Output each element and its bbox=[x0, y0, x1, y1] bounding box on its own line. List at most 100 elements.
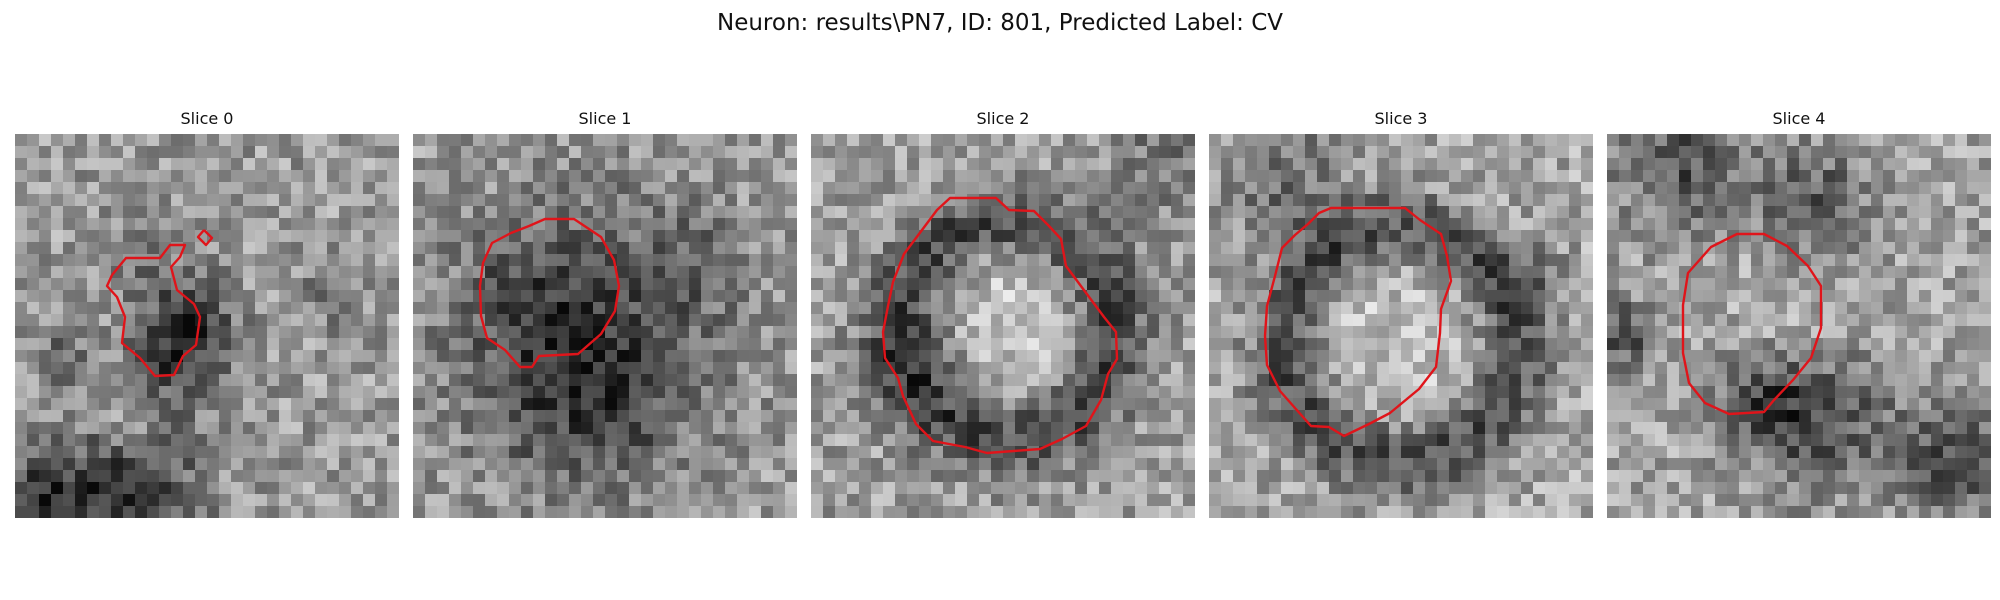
image-pixel bbox=[509, 266, 522, 279]
image-pixel bbox=[1979, 374, 1991, 387]
image-pixel bbox=[689, 446, 702, 459]
image-pixel bbox=[1955, 398, 1968, 411]
image-pixel bbox=[1703, 170, 1716, 183]
image-pixel bbox=[1461, 146, 1474, 159]
image-pixel bbox=[375, 338, 388, 351]
image-pixel bbox=[871, 410, 884, 423]
image-pixel bbox=[653, 266, 666, 279]
image-pixel bbox=[1389, 506, 1402, 518]
image-pixel bbox=[183, 410, 196, 423]
image-pixel bbox=[1063, 230, 1076, 243]
image-pixel bbox=[425, 506, 438, 518]
image-pixel bbox=[1751, 326, 1764, 339]
image-pixel bbox=[1003, 506, 1016, 518]
image-pixel bbox=[171, 218, 184, 231]
image-pixel bbox=[1871, 242, 1884, 255]
image-pixel bbox=[315, 494, 328, 507]
image-pixel bbox=[63, 326, 76, 339]
image-pixel bbox=[39, 446, 52, 459]
image-pixel bbox=[545, 290, 558, 303]
image-pixel bbox=[485, 362, 498, 375]
image-pixel bbox=[75, 134, 88, 147]
image-pixel bbox=[413, 410, 426, 423]
image-pixel bbox=[557, 134, 570, 147]
image-pixel bbox=[1967, 158, 1980, 171]
image-pixel bbox=[315, 410, 328, 423]
image-pixel bbox=[1521, 146, 1534, 159]
image-pixel bbox=[665, 314, 678, 327]
image-pixel bbox=[1607, 458, 1620, 471]
image-pixel bbox=[895, 326, 908, 339]
image-pixel bbox=[991, 410, 1004, 423]
image-pixel bbox=[1931, 278, 1944, 291]
image-pixel bbox=[653, 194, 666, 207]
image-pixel bbox=[521, 458, 534, 471]
image-pixel bbox=[1715, 170, 1728, 183]
image-pixel bbox=[87, 362, 100, 375]
image-pixel bbox=[1667, 266, 1680, 279]
image-pixel bbox=[1449, 134, 1462, 147]
image-pixel bbox=[907, 182, 920, 195]
image-pixel bbox=[1533, 290, 1546, 303]
image-pixel bbox=[1871, 158, 1884, 171]
image-pixel bbox=[677, 410, 690, 423]
image-pixel bbox=[1859, 146, 1872, 159]
image-pixel bbox=[183, 470, 196, 483]
image-pixel bbox=[871, 158, 884, 171]
image-pixel bbox=[1087, 278, 1100, 291]
image-pixel bbox=[521, 290, 534, 303]
image-pixel bbox=[1425, 266, 1438, 279]
image-pixel bbox=[279, 410, 292, 423]
image-pixel bbox=[219, 398, 232, 411]
image-pixel bbox=[943, 254, 956, 267]
image-pixel bbox=[737, 242, 750, 255]
image-pixel bbox=[1389, 326, 1402, 339]
image-pixel bbox=[593, 350, 606, 363]
image-pixel bbox=[1895, 434, 1908, 447]
image-pixel bbox=[485, 506, 498, 518]
image-pixel bbox=[1171, 206, 1184, 219]
image-pixel bbox=[87, 134, 100, 147]
image-pixel bbox=[859, 374, 872, 387]
image-pixel bbox=[1979, 230, 1991, 243]
image-pixel bbox=[955, 350, 968, 363]
image-pixel bbox=[1847, 278, 1860, 291]
image-pixel bbox=[1221, 242, 1234, 255]
image-pixel bbox=[1437, 350, 1450, 363]
image-pixel bbox=[1233, 506, 1246, 518]
image-pixel bbox=[1509, 134, 1522, 147]
image-pixel bbox=[1607, 170, 1620, 183]
image-pixel bbox=[1341, 374, 1354, 387]
image-pixel bbox=[955, 182, 968, 195]
image-pixel bbox=[1449, 410, 1462, 423]
image-pixel bbox=[991, 482, 1004, 495]
image-pixel bbox=[1871, 170, 1884, 183]
image-pixel bbox=[123, 410, 136, 423]
image-pixel bbox=[123, 302, 136, 315]
image-pixel bbox=[1209, 278, 1222, 291]
image-pixel bbox=[557, 218, 570, 231]
image-pixel bbox=[991, 266, 1004, 279]
image-pixel bbox=[1003, 242, 1016, 255]
image-pixel bbox=[147, 458, 160, 471]
image-pixel bbox=[533, 434, 546, 447]
image-pixel bbox=[1171, 146, 1184, 159]
image-pixel bbox=[847, 314, 860, 327]
image-pixel bbox=[1305, 470, 1318, 483]
image-pixel bbox=[1051, 170, 1064, 183]
slice-image-0 bbox=[15, 134, 399, 518]
image-pixel bbox=[1581, 410, 1593, 423]
image-pixel bbox=[15, 458, 28, 471]
image-pixel bbox=[847, 410, 860, 423]
image-pixel bbox=[653, 458, 666, 471]
image-pixel bbox=[955, 170, 968, 183]
image-pixel bbox=[1679, 434, 1692, 447]
image-pixel bbox=[1063, 182, 1076, 195]
image-pixel bbox=[1679, 206, 1692, 219]
image-pixel bbox=[171, 290, 184, 303]
image-pixel bbox=[749, 170, 762, 183]
image-pixel bbox=[1099, 146, 1112, 159]
image-pixel bbox=[785, 290, 797, 303]
image-pixel bbox=[1461, 194, 1474, 207]
image-pixel bbox=[1039, 506, 1052, 518]
